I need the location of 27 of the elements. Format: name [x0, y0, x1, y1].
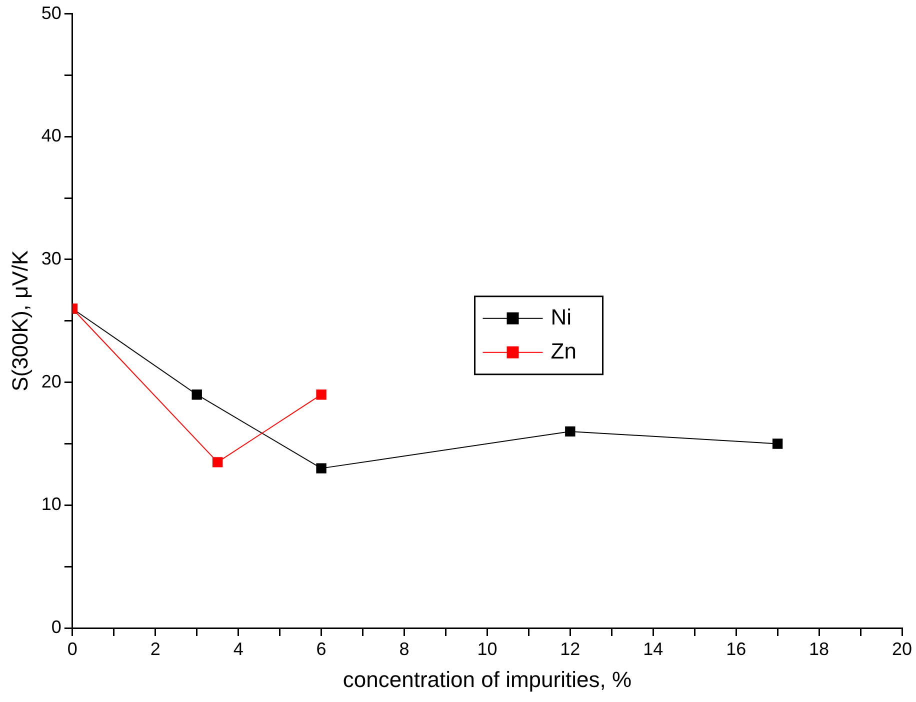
x-tick-label: 20: [892, 638, 912, 659]
y-tick-label: 10: [41, 494, 62, 514]
y-tick-label: 50: [41, 2, 62, 23]
point: [565, 426, 576, 437]
y-tick-label: 30: [41, 248, 62, 268]
x-tick-label: 12: [560, 638, 580, 659]
point: [316, 463, 326, 474]
x-tick-label: 18: [809, 638, 830, 659]
x-tick-label: 2: [150, 638, 160, 659]
x-tick-label: 4: [233, 638, 244, 659]
x-tick-label: 6: [316, 638, 326, 659]
legend-label: Ni: [550, 304, 572, 330]
legend-label: Zn: [550, 338, 576, 364]
point: [212, 457, 223, 468]
point: [192, 390, 202, 400]
x-tick-label: 14: [643, 638, 664, 659]
point: [316, 390, 326, 400]
point: [772, 438, 783, 449]
x-tick-label: 8: [399, 638, 410, 659]
y-tick-label: 0: [51, 616, 62, 637]
y-axis-title: S(300K), μV/K: [7, 250, 32, 392]
x-tick-label: 10: [477, 638, 498, 659]
y-tick-label: 40: [41, 126, 62, 146]
y-tick-label: 20: [41, 371, 62, 392]
x-tick-label: 16: [726, 638, 746, 659]
x-tick-label: 0: [67, 638, 78, 659]
x-axis-title: concentration of impurities, %: [342, 666, 632, 692]
